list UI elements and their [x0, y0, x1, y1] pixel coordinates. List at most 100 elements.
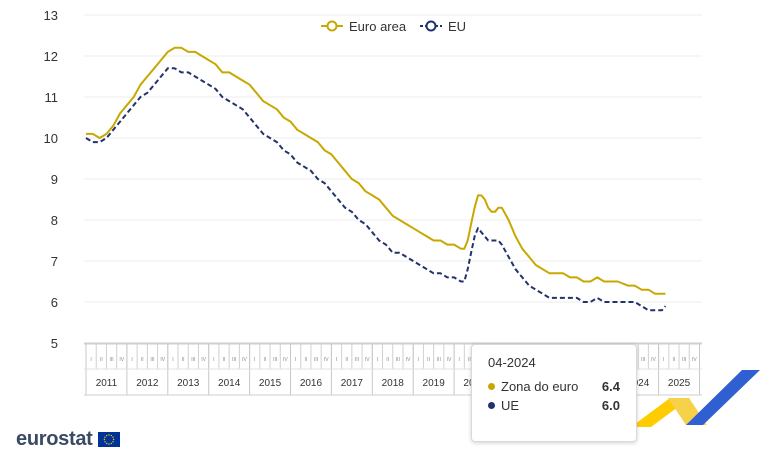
year-label: 2014 — [218, 378, 241, 389]
quarter-label: IV — [324, 357, 329, 363]
y-axis: 5 6 7 8 9 10 11 12 13 — [44, 8, 58, 351]
brand-name: eurostat — [16, 428, 93, 450]
quarter-label: III — [150, 357, 154, 363]
year-label: 2017 — [341, 378, 364, 389]
flag-star — [107, 434, 110, 436]
y-tick-label: 11 — [45, 90, 59, 105]
grid-lines — [84, 14, 702, 344]
legend-item-eu[interactable]: EU — [420, 19, 466, 34]
quarter-label: III — [232, 357, 236, 363]
flag-star — [103, 438, 105, 441]
quarter-label: I — [336, 357, 337, 363]
quarter-label: IV — [447, 357, 452, 363]
quarter-label: II — [304, 357, 307, 363]
quarter-label: IV — [119, 357, 124, 363]
y-tick-label: 9 — [51, 172, 58, 187]
tooltip-dot-euro-area — [488, 383, 495, 390]
quarter-label: IV — [692, 357, 697, 363]
quarter-label: I — [172, 357, 173, 363]
tooltip-row-eu: UE 6.0 — [488, 396, 620, 415]
quarter-label: III — [437, 357, 441, 363]
year-label: 2012 — [136, 378, 159, 389]
quarter-label: IV — [201, 357, 206, 363]
tooltip-dot-eu — [488, 402, 495, 409]
quarter-label: I — [663, 357, 664, 363]
tooltip-title: 04-2024 — [488, 355, 536, 370]
flag-star — [103, 441, 106, 443]
y-tick-label: 13 — [44, 8, 58, 23]
quarter-label: III — [396, 357, 400, 363]
y-tick-label: 8 — [51, 213, 58, 228]
eu-flag-icon — [97, 432, 120, 447]
eurostat-logo[interactable]: eurostat — [16, 428, 120, 451]
y-tick-label: 5 — [51, 336, 58, 351]
quarter-label: IV — [406, 357, 411, 363]
quarter-label: III — [641, 357, 645, 363]
quarter-label: III — [273, 357, 277, 363]
quarter-label: III — [355, 357, 359, 363]
quarter-label: I — [459, 357, 460, 363]
legend-marker — [425, 20, 437, 32]
year-label: 2019 — [423, 378, 446, 389]
quarter-label: II — [673, 357, 676, 363]
year-label: 2025 — [668, 378, 691, 389]
year-label: 2013 — [177, 378, 200, 389]
year-label: 2011 — [96, 378, 118, 389]
flag-star — [110, 434, 112, 437]
decorative-swoosh — [631, 370, 760, 427]
flag-star — [105, 442, 107, 445]
quarter-label: II — [468, 357, 471, 363]
quarter-label: I — [295, 357, 296, 363]
y-tick-label: 10 — [44, 131, 58, 146]
quarter-label: II — [386, 357, 389, 363]
flag-star — [111, 441, 114, 443]
legend[interactable]: Euro area EU — [321, 19, 466, 34]
quarter-label: I — [90, 357, 91, 363]
series-line-eu — [85, 67, 667, 312]
data-tooltip: 04-2024 Zona do euro 6.4 UE 6.0 — [471, 344, 637, 442]
quarter-label: III — [314, 357, 318, 363]
quarter-label: II — [264, 357, 267, 363]
flag-star — [112, 438, 114, 441]
legend-marker — [326, 20, 338, 32]
year-label: 2016 — [300, 378, 323, 389]
quarter-label: I — [131, 357, 132, 363]
quarter-label: IV — [365, 357, 370, 363]
year-label: 2018 — [382, 378, 405, 389]
flag-star — [111, 436, 114, 438]
quarter-label: II — [345, 357, 348, 363]
y-tick-label: 12 — [44, 49, 58, 64]
year-label: 2024 — [627, 378, 650, 389]
series-layer — [85, 46, 667, 312]
tooltip-row-euro-area: Zona do euro 6.4 — [488, 377, 620, 396]
quarter-label: III — [191, 357, 195, 363]
flag-star — [105, 434, 107, 437]
quarter-label: II — [427, 357, 430, 363]
flag-star — [107, 443, 110, 445]
quarter-label: IV — [283, 357, 288, 363]
quarter-label: IV — [651, 357, 656, 363]
quarter-label: IV — [242, 357, 247, 363]
flag-star — [110, 442, 112, 445]
quarter-label: II — [100, 357, 103, 363]
y-tick-label: 7 — [51, 254, 58, 269]
quarter-label: I — [377, 357, 378, 363]
swoosh-blue — [686, 370, 760, 425]
tooltip-value-eu: 6.0 — [601, 398, 620, 413]
quarter-label: I — [213, 357, 214, 363]
flag-star — [103, 436, 106, 438]
quarter-label: I — [418, 357, 419, 363]
series-line-euro-area — [86, 46, 666, 295]
quarter-label: I — [254, 357, 255, 363]
legend-label: Euro area — [349, 19, 407, 34]
quarter-label: III — [109, 357, 113, 363]
year-label: 2015 — [259, 378, 282, 389]
quarter-label: II — [141, 357, 144, 363]
quarter-label: IV — [160, 357, 165, 363]
tooltip-value-euro-area: 6.4 — [601, 379, 620, 394]
y-tick-label: 6 — [51, 295, 58, 310]
quarter-label: II — [182, 357, 185, 363]
quarter-label: III — [682, 357, 686, 363]
legend-item-euro-area[interactable]: Euro area — [321, 19, 407, 34]
